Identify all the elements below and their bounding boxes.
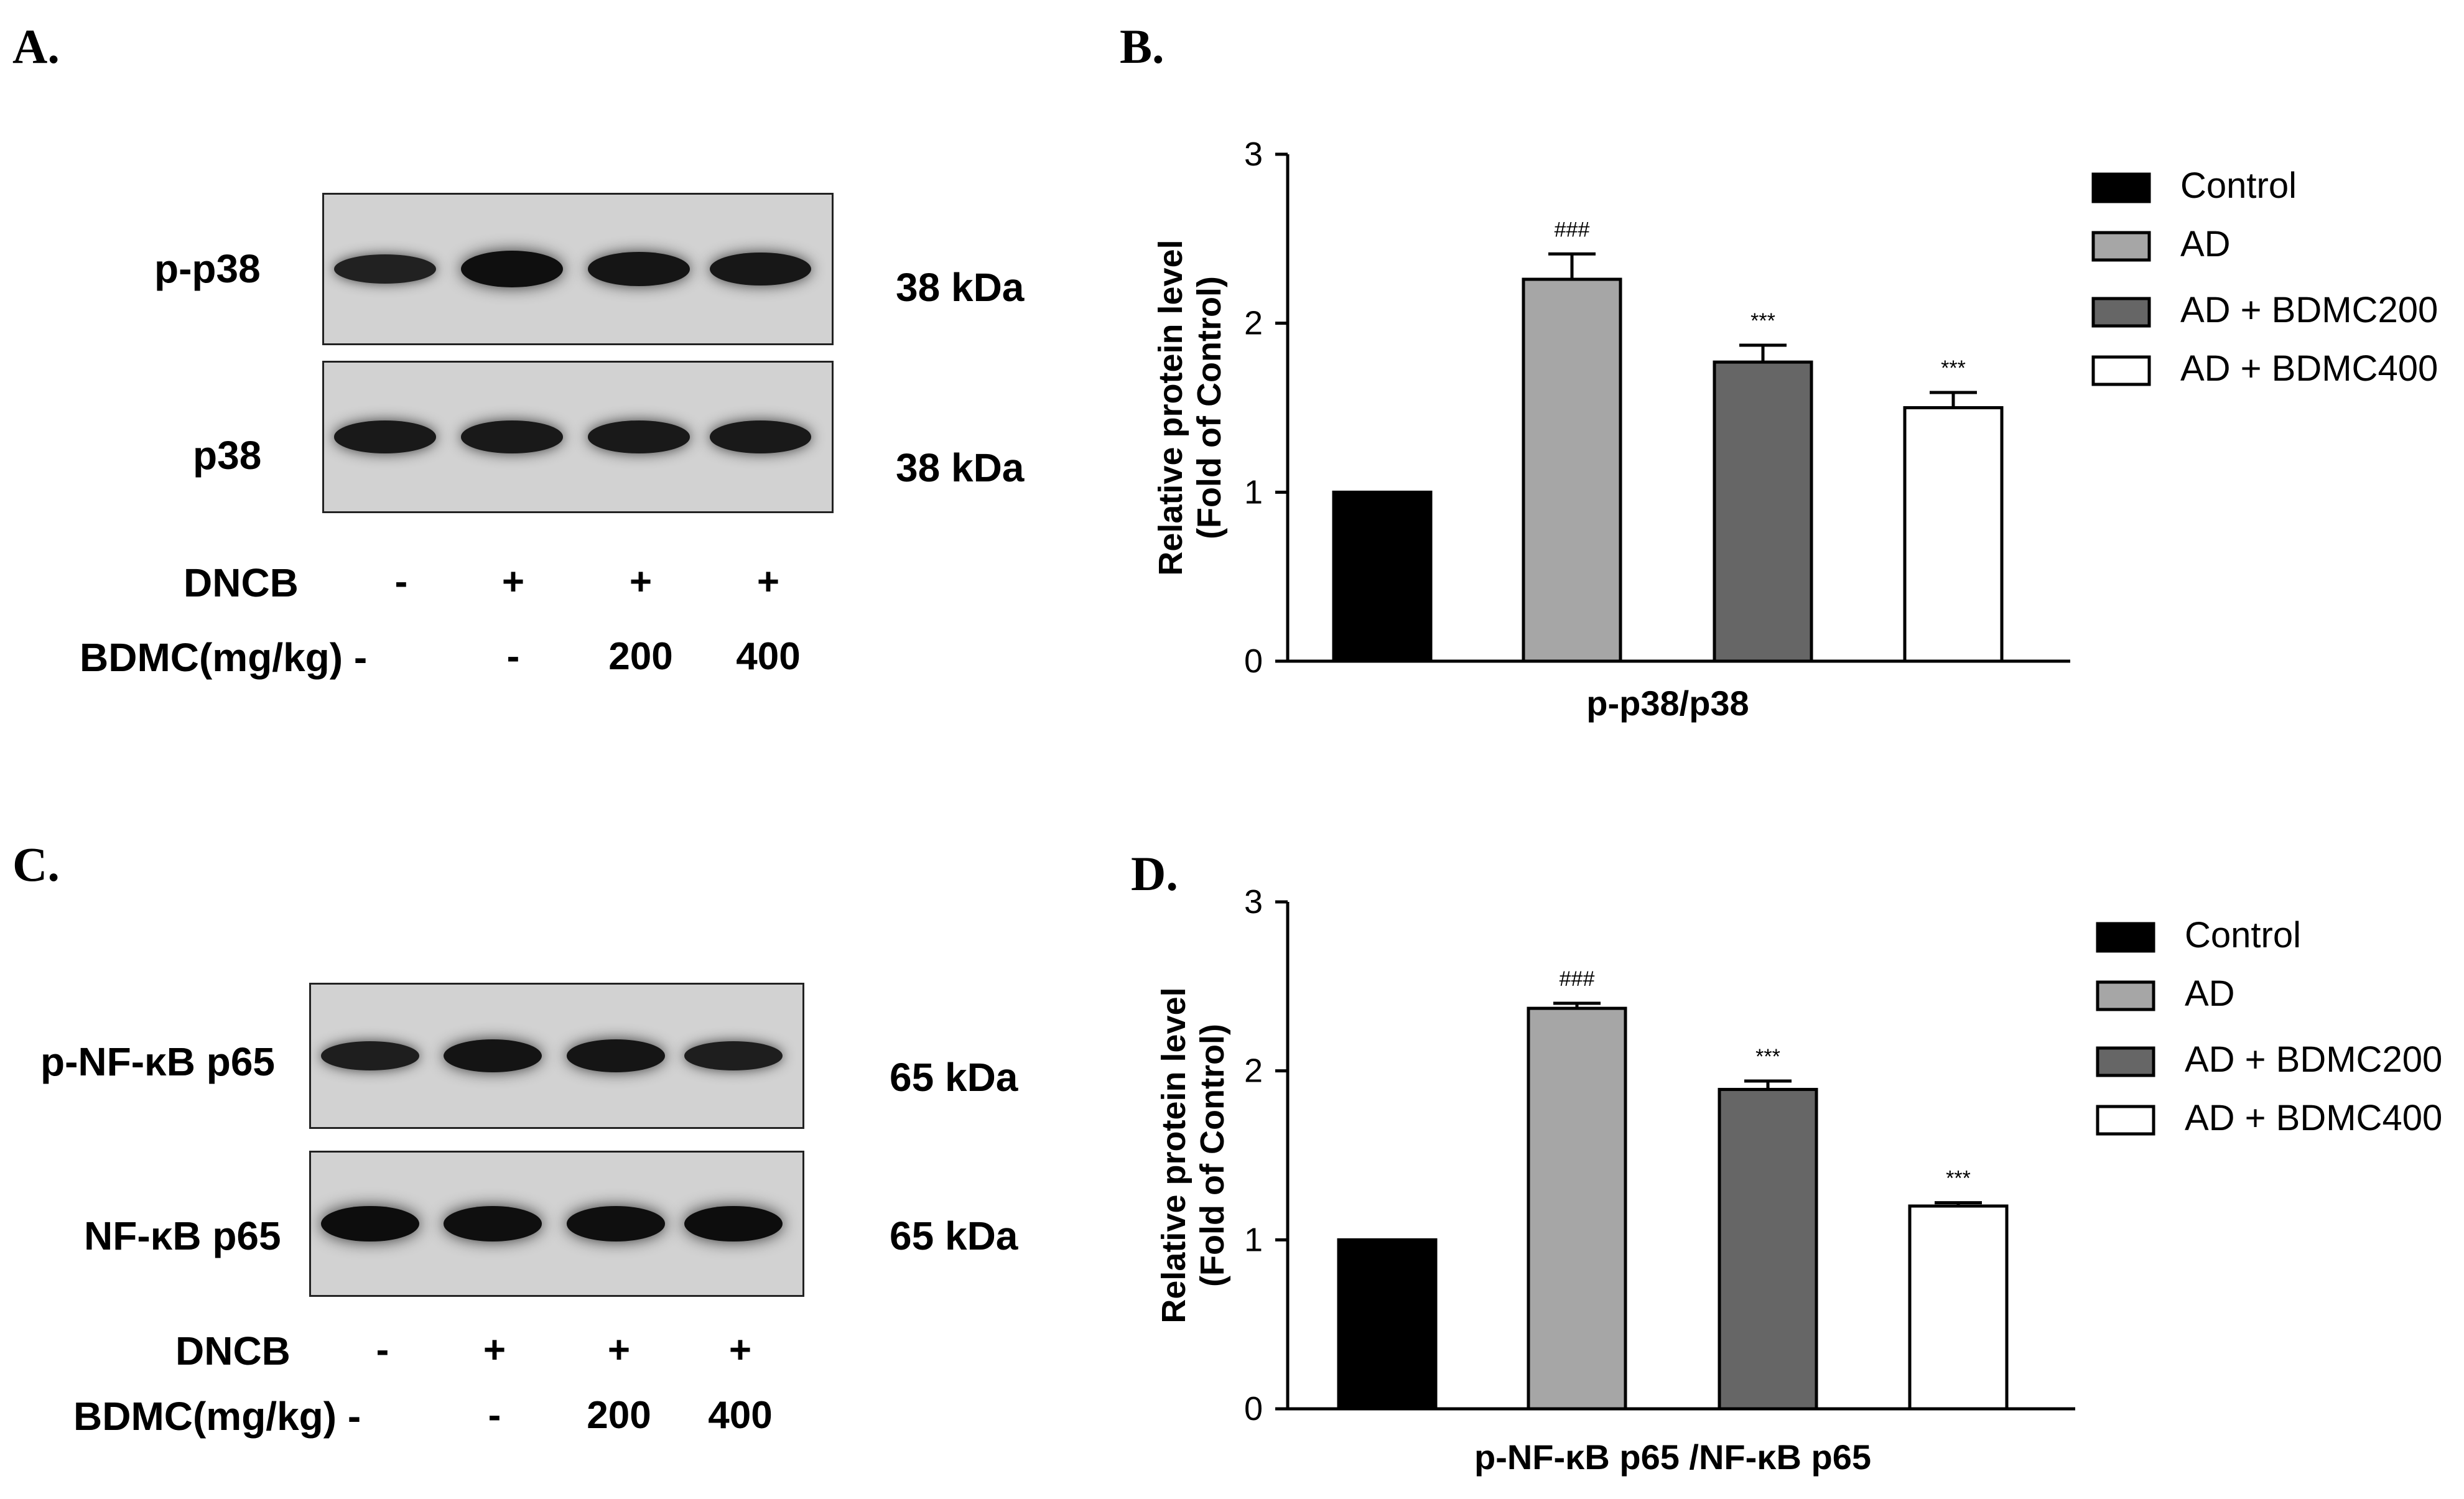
bar — [1903, 406, 2004, 663]
condition-label-dncb-a: DNCB — [184, 560, 299, 605]
bdmc-a-lane-4: 400 — [736, 635, 801, 678]
blot-image-p38 — [322, 361, 834, 513]
dncb-c-lane-3: + — [607, 1329, 631, 1371]
legend-swatch — [2096, 1046, 2155, 1077]
blot-band — [461, 251, 563, 287]
blot-band — [710, 252, 812, 286]
condition-label-bdmc-c: BDMC(mg/kg) - — [73, 1394, 361, 1439]
blot-label-p38: p38 — [193, 433, 262, 478]
bdmc-a-lane-3: 200 — [608, 635, 673, 678]
significance-label: ### — [1555, 218, 1590, 241]
significance-label: *** — [1946, 1167, 1971, 1190]
legend-label: AD — [2180, 224, 2231, 264]
bdmc-a-lane-2: - — [506, 635, 520, 678]
bar — [1332, 490, 1433, 663]
blot-size-p-p38: 38 kDa — [896, 265, 1025, 310]
legend-swatch — [2091, 355, 2151, 386]
y-tick-label: 3 — [1244, 883, 1263, 921]
legend-swatch — [2091, 231, 2151, 262]
blot-image-nfkb-p65 — [309, 1151, 804, 1297]
bar — [1718, 1088, 1818, 1411]
blot-image-p-p38 — [322, 193, 834, 345]
bar — [1527, 1006, 1627, 1411]
significance-label: *** — [1755, 1045, 1780, 1069]
blot-band — [444, 1039, 542, 1073]
blot-band — [334, 420, 436, 453]
x-axis-label: p-p38/p38 — [1586, 684, 1749, 723]
significance-label: ### — [1560, 967, 1595, 991]
legend-label: Control — [2180, 165, 2297, 206]
y-axis-label: Relative protein level(Fold of Control) — [1155, 987, 1231, 1323]
blot-band — [566, 1206, 665, 1241]
dncb-a-lane-1: - — [394, 560, 408, 603]
legend-label: Control — [2185, 915, 2301, 955]
legend-label: AD + BDMC200 — [2180, 290, 2438, 330]
bar — [1337, 1238, 1438, 1411]
blot-size-nfkb-p65: 65 kDa — [890, 1214, 1018, 1258]
significance-label: *** — [1750, 309, 1775, 333]
blot-band — [588, 420, 690, 453]
bar — [1908, 1204, 2009, 1411]
blot-label-nfkb-p65: NF-κB p65 — [84, 1214, 281, 1258]
blot-band — [684, 1205, 783, 1242]
blot-band — [444, 1206, 542, 1241]
chart-b: 0 1 2 3 Relative protein level(Fold of Contr… — [1152, 136, 2438, 723]
blot-label-p-p38: p-p38 — [154, 246, 261, 291]
bdmc-c-lane-4: 400 — [708, 1394, 773, 1437]
bar — [1522, 277, 1622, 663]
dncb-c-lane-4: + — [728, 1329, 752, 1371]
dncb-a-lane-4: + — [756, 560, 780, 603]
y-axis-label-line: (Fold of Control) — [1194, 1024, 1231, 1287]
legend-swatch — [2091, 297, 2151, 328]
legend-swatch — [2096, 922, 2155, 953]
blot-size-p38: 38 kDa — [896, 445, 1025, 490]
panel-letter-b: B. — [1120, 19, 1165, 73]
y-tick-label: 0 — [1244, 1390, 1263, 1427]
legend-swatch — [2096, 1105, 2155, 1136]
blot-label-p-nfkb-p65: p-NF-κB p65 — [40, 1039, 275, 1084]
blot-band — [320, 1041, 419, 1070]
dncb-c-lane-2: + — [483, 1329, 506, 1371]
y-axis-label: Relative protein level(Fold of Control) — [1152, 239, 1228, 575]
blot-band — [334, 254, 436, 284]
panel-letter-d: D. — [1131, 847, 1178, 901]
legend-swatch — [2091, 172, 2151, 203]
y-axis-label-line: Relative protein level — [1155, 987, 1192, 1323]
blot-size-p-nfkb-p65: 65 kDa — [890, 1055, 1018, 1100]
significance-label: *** — [1941, 356, 1966, 380]
legend-label: AD + BDMC400 — [2185, 1098, 2442, 1138]
x-axis-label: p-NF-κB p65 /NF-κB p65 — [1474, 1437, 1871, 1477]
bdmc-c-lane-2: - — [488, 1394, 501, 1437]
bdmc-c-lane-3: 200 — [587, 1394, 651, 1437]
panel-letter-c: C. — [12, 837, 60, 891]
y-axis-label-line: (Fold of Control) — [1191, 276, 1228, 539]
y-axis-label-line: Relative protein level — [1152, 239, 1189, 575]
y-tick-label: 1 — [1244, 1221, 1263, 1258]
condition-label-dncb-c: DNCB — [175, 1329, 291, 1373]
condition-label-bdmc-a: BDMC(mg/kg) - — [80, 635, 368, 680]
bar — [1713, 360, 1813, 663]
blot-image-p-nfkb-p65 — [309, 983, 804, 1129]
blot-band — [588, 252, 690, 286]
dncb-a-lane-3: + — [629, 560, 653, 603]
y-tick-label: 0 — [1244, 643, 1263, 680]
y-tick-label: 1 — [1244, 473, 1263, 511]
y-tick-label: 2 — [1244, 1052, 1263, 1090]
legend-label: AD + BDMC400 — [2180, 348, 2438, 389]
legend-label: AD — [2185, 973, 2235, 1014]
blot-band — [684, 1041, 783, 1070]
y-tick-label: 2 — [1244, 305, 1263, 342]
blot-band — [320, 1205, 419, 1242]
blot-band — [710, 420, 812, 453]
chart-d: 0 1 2 3 Relative protein level(Fold of Contr… — [1155, 883, 2442, 1477]
legend-swatch — [2096, 980, 2155, 1011]
dncb-a-lane-2: + — [501, 560, 525, 603]
blot-band — [566, 1039, 665, 1072]
panel-letter-a: A. — [12, 19, 60, 73]
y-tick-label: 3 — [1244, 136, 1263, 173]
legend-label: AD + BDMC200 — [2185, 1039, 2442, 1080]
blot-band — [461, 420, 563, 453]
dncb-c-lane-1: - — [376, 1329, 389, 1371]
